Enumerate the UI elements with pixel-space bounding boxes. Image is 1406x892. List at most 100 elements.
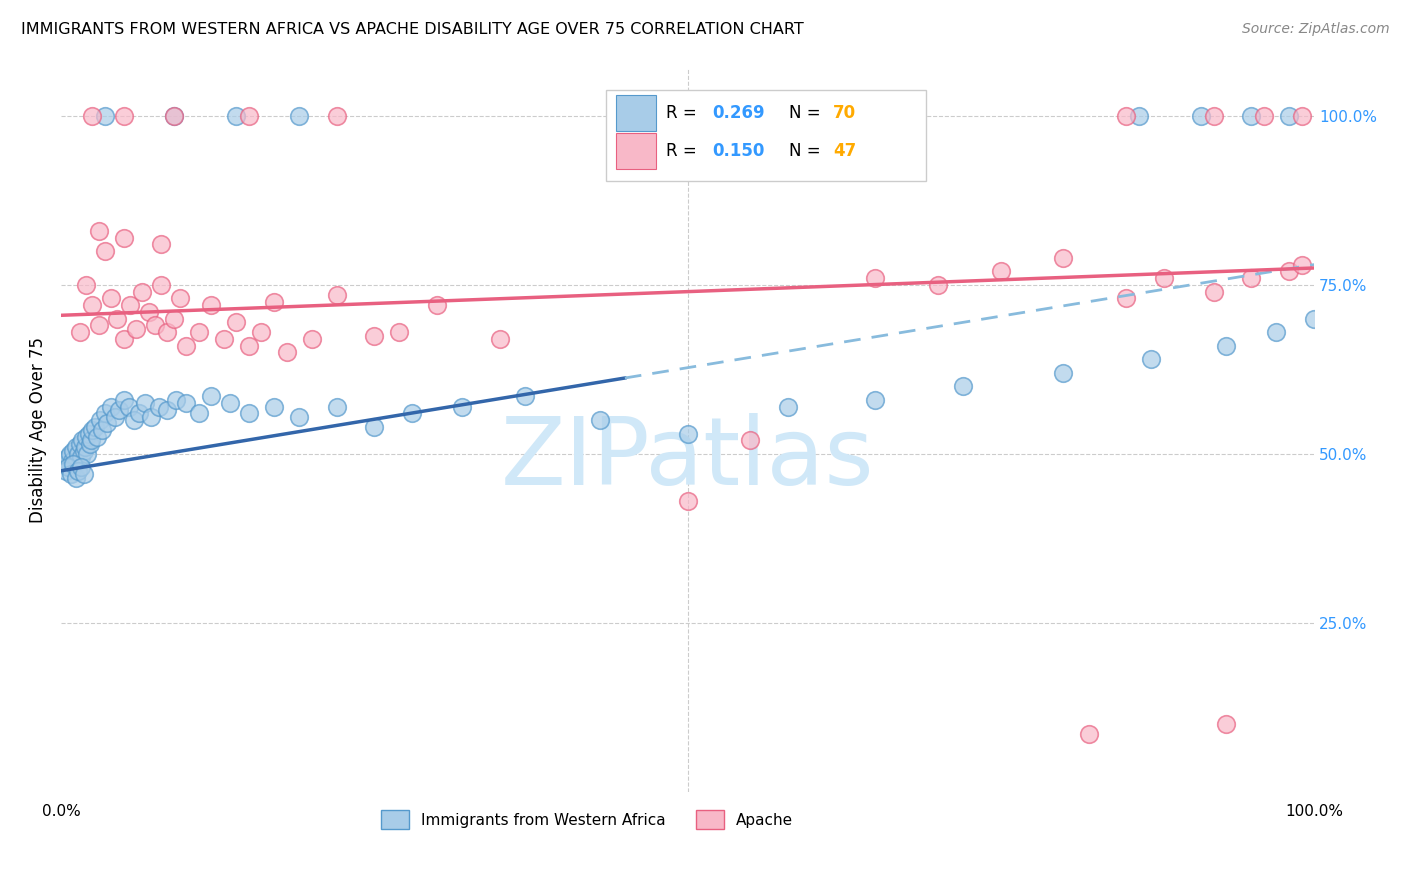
Point xyxy=(174,339,197,353)
Point xyxy=(134,396,156,410)
Point xyxy=(62,443,84,458)
Point xyxy=(1128,109,1150,123)
Point xyxy=(141,409,163,424)
Point xyxy=(56,457,79,471)
Point xyxy=(363,420,385,434)
Point xyxy=(91,423,114,437)
Y-axis label: Disability Age Over 75: Disability Age Over 75 xyxy=(30,337,46,524)
Point xyxy=(94,244,117,258)
Point xyxy=(96,417,118,431)
Point xyxy=(118,298,141,312)
Point xyxy=(59,447,82,461)
Point xyxy=(927,277,949,292)
Point xyxy=(288,109,311,123)
Point xyxy=(288,409,311,424)
Point xyxy=(1140,352,1163,367)
Text: 70: 70 xyxy=(832,104,856,122)
Point xyxy=(75,277,97,292)
Text: 0.150: 0.150 xyxy=(713,142,765,160)
Text: ZIPatlas: ZIPatlas xyxy=(501,413,875,505)
Point xyxy=(426,298,449,312)
Point xyxy=(67,464,90,478)
Point xyxy=(1077,727,1099,741)
Point xyxy=(212,332,235,346)
Point xyxy=(117,400,139,414)
Point xyxy=(82,423,104,437)
Point xyxy=(401,406,423,420)
Point xyxy=(94,109,117,123)
Point xyxy=(952,379,974,393)
Text: N =: N = xyxy=(789,104,825,122)
Point xyxy=(125,322,148,336)
Point xyxy=(388,325,411,339)
Point xyxy=(163,109,186,123)
Point xyxy=(225,315,247,329)
Point xyxy=(59,467,82,482)
Point xyxy=(225,109,247,123)
Point xyxy=(150,277,173,292)
Legend: Immigrants from Western Africa, Apache: Immigrants from Western Africa, Apache xyxy=(375,804,799,835)
Point xyxy=(676,494,699,508)
FancyBboxPatch shape xyxy=(616,133,657,169)
Point xyxy=(238,406,260,420)
FancyBboxPatch shape xyxy=(606,90,925,181)
Point xyxy=(112,109,135,123)
Point xyxy=(80,434,103,448)
Point xyxy=(174,396,197,410)
Point xyxy=(143,318,166,333)
Text: R =: R = xyxy=(666,142,702,160)
Text: 47: 47 xyxy=(832,142,856,160)
Point xyxy=(263,294,285,309)
Point xyxy=(219,396,242,410)
Point xyxy=(72,467,94,482)
Point xyxy=(1291,258,1313,272)
Point xyxy=(82,298,104,312)
Point xyxy=(1278,264,1301,278)
Point xyxy=(1189,109,1212,123)
Point xyxy=(676,426,699,441)
Point xyxy=(1052,251,1074,265)
Text: 0.269: 0.269 xyxy=(713,104,765,122)
Point xyxy=(1115,109,1137,123)
Point xyxy=(105,311,128,326)
Point xyxy=(163,311,186,326)
Point xyxy=(86,430,108,444)
Point xyxy=(1202,285,1225,299)
Text: R =: R = xyxy=(666,104,702,122)
Text: Source: ZipAtlas.com: Source: ZipAtlas.com xyxy=(1241,22,1389,37)
Point xyxy=(104,409,127,424)
Point xyxy=(200,298,222,312)
Point xyxy=(69,436,91,450)
Point xyxy=(94,406,117,420)
Point xyxy=(59,460,82,475)
Point xyxy=(63,457,86,471)
Point xyxy=(62,457,84,471)
Point xyxy=(76,447,98,461)
Point xyxy=(75,430,97,444)
Point xyxy=(58,450,80,465)
Point xyxy=(60,453,83,467)
Point xyxy=(276,345,298,359)
Point xyxy=(69,325,91,339)
FancyBboxPatch shape xyxy=(616,95,657,131)
Point xyxy=(301,332,323,346)
Point xyxy=(138,305,160,319)
Point xyxy=(1253,109,1275,123)
Point xyxy=(589,413,612,427)
Point xyxy=(187,406,209,420)
Point xyxy=(740,434,762,448)
Point xyxy=(128,406,150,420)
Point xyxy=(169,292,191,306)
Point xyxy=(87,224,110,238)
Point xyxy=(107,403,129,417)
Point xyxy=(488,332,510,346)
Text: IMMIGRANTS FROM WESTERN AFRICA VS APACHE DISABILITY AGE OVER 75 CORRELATION CHAR: IMMIGRANTS FROM WESTERN AFRICA VS APACHE… xyxy=(21,22,804,37)
Point xyxy=(1153,271,1175,285)
Point xyxy=(83,420,105,434)
Point xyxy=(325,109,347,123)
Point xyxy=(150,237,173,252)
Point xyxy=(776,400,799,414)
Point xyxy=(990,264,1012,278)
Point xyxy=(451,400,474,414)
Point xyxy=(65,470,87,484)
